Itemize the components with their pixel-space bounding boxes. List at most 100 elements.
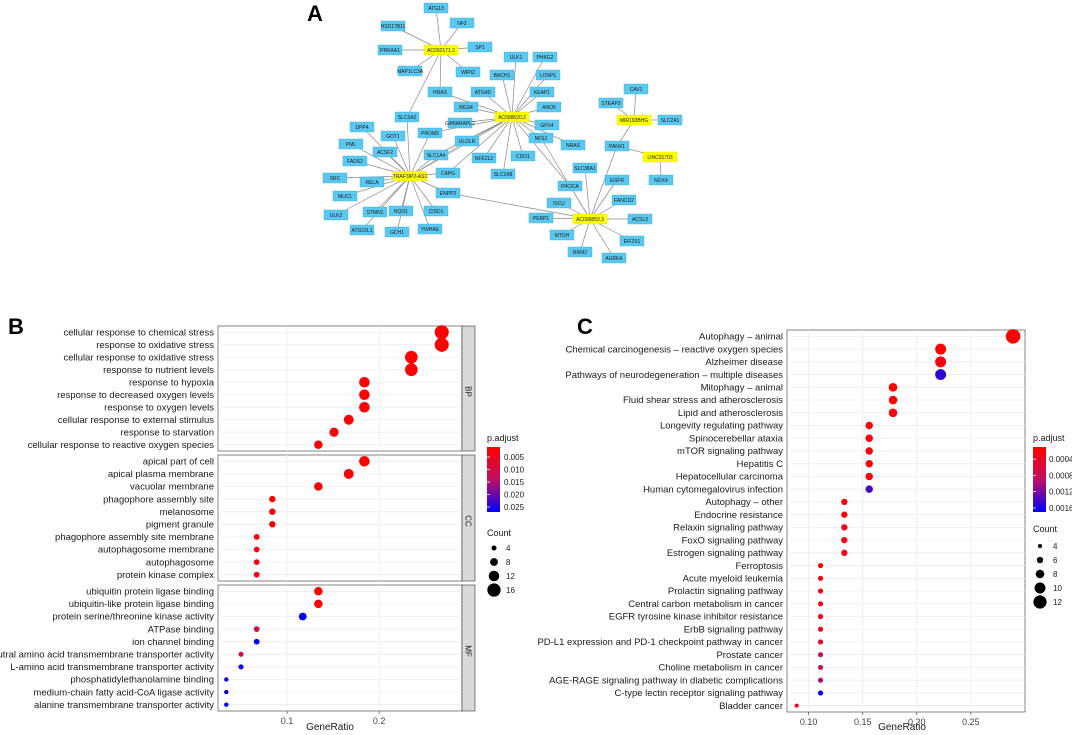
panel-b-label-apical-plasma-membrane: apical plasma membrane (108, 469, 214, 480)
panel-c-label-alzheimer-disease: Alzheimer disease (705, 357, 783, 368)
node-box (380, 130, 406, 142)
node-label: SP1 (475, 45, 485, 51)
node-box (534, 119, 560, 131)
node-label: STMN1 (367, 210, 384, 216)
node-box (510, 150, 536, 162)
node-box (490, 168, 516, 180)
panel-c-point-autophagy-other (841, 498, 848, 506)
panel-b-label-ion-channel-binding: ion channel binding (132, 637, 214, 648)
node-box (377, 44, 403, 56)
node-label: PHKG2 (537, 55, 554, 61)
node-label: NQO1 (394, 209, 408, 215)
edge-ac099850-3-aurka (589, 218, 615, 259)
panel-c-label-lipid-and-atherosclerosis: Lipid and atherosclerosis (678, 408, 783, 419)
panel-c-point-mtor-signaling-pathway (865, 447, 873, 455)
network-nodes: ATG13 NF2 HSD17B11 PRKAA1 AC092171.2 SP1 MAP1L… (322, 2, 683, 264)
node-box (359, 176, 385, 188)
panel-b-point-cellular-response-to-oxidative-stress (405, 350, 418, 364)
panel-b-color-tick-label: 0.015 (504, 478, 525, 487)
panel-b-label-melanosome: melanosome (160, 507, 214, 518)
node-got1: GOT1 (380, 130, 406, 142)
panel-c-point-pd-l1-expression-and-pd-1-checkpoint-pathway-in-cancer (817, 639, 824, 645)
panel-c-point-chemical-carcinogenesis-reactive-oxygen-species (935, 343, 947, 355)
node-label: DPP4 (355, 125, 368, 131)
panel-b-facet-cc-label: CC (464, 515, 473, 527)
panel-b-label-phosphatidylethanolamine-binding: phosphatidylethanolamine binding (70, 675, 214, 686)
node-nqo1: NQO1 (388, 205, 414, 217)
node-label: RELA (365, 180, 379, 186)
panel-b-point-l-amino-acid-transmembrane-transporter-activity (238, 664, 244, 670)
panel-b-color-tick-label: 0.005 (504, 453, 525, 462)
node-box (560, 139, 586, 151)
node-box (528, 132, 554, 144)
node-gch1: GCH1 (384, 226, 410, 238)
panel-b-facet-mf-label: MF (464, 645, 473, 657)
node-wipi2: WIPI2 (455, 66, 481, 78)
node-box (494, 111, 530, 123)
panel-c-point-lipid-and-atherosclerosis (888, 408, 898, 418)
panel-b-term-labels: cellular response to chemical stress resp… (0, 327, 215, 710)
panel-b-facet-bp-frame (217, 325, 463, 452)
edge-ac068620-2-pik3ca (511, 116, 571, 187)
node-slc1a4: SLC1A4 (423, 149, 449, 161)
panel-c-x-tick-label: 0.20 (908, 717, 926, 727)
panel-b-label-medium-chain-fatty-acid-coa-ligase-activity: medium-chain fatty acid-CoA ligase activ… (33, 687, 214, 698)
node-prom2: PROM2 (417, 127, 443, 139)
node-box (423, 205, 449, 217)
node-slc2a1: SLC2A1 (657, 114, 683, 126)
panel-c-point-erbb-signaling-pathway (817, 626, 824, 632)
panel-b-label-cellular-response-to-oxidative-stress: cellular response to oxidative stress (64, 352, 215, 363)
node-label: AC092171.2 (427, 48, 455, 54)
node-label: NFS1 (535, 136, 548, 142)
panel-b-color-tick-label: 0.020 (504, 491, 525, 500)
node-ac068620-2: AC068620.2 (494, 111, 530, 123)
node-label: AC068620.2 (498, 115, 526, 121)
node-pik3ca: PIK3CA (557, 180, 583, 192)
node-label: CAV1 (630, 87, 643, 93)
node-box (467, 41, 493, 53)
node-box (423, 149, 449, 161)
panel-b-point-apical-part-of-cell (359, 456, 370, 467)
panel-b-facet-mf-strip (461, 584, 476, 712)
node-rrm2: RRM2 (567, 246, 593, 258)
panel-c-label-age-rage-signaling-pathway-in-diabetic-complications: AGE-RAGE signaling pathway in diabetic c… (549, 675, 783, 686)
panel-b-label-autophagosome-membrane: autophagosome membrane (98, 545, 214, 556)
panel-c-label-autophagy-animal: Autophagy – animal (699, 332, 783, 343)
node-label: ATG4D (475, 90, 492, 96)
panel-b-point-alanine-transmembrane-transporter-activity (224, 702, 229, 707)
node-label: HRAS (433, 90, 448, 96)
node-box (454, 135, 480, 147)
node-atg16l1: ATG16L1 (349, 224, 375, 236)
panel-b-facet-mf-frame (217, 584, 463, 712)
node-label: CDO1 (516, 154, 530, 160)
panel-b-label-response-to-starvation: response to starvation (121, 427, 214, 438)
node-label: STEAP3 (601, 101, 620, 107)
panel-b-point-cellular-response-to-external-stimulus (343, 414, 354, 425)
edge-traf3ip2-as1-gch1 (396, 175, 411, 233)
panel-b-facet-bp-label: BP (464, 386, 473, 397)
panel-b-color-tick-label: 0.025 (504, 503, 525, 512)
node-label: AURKA (605, 256, 623, 262)
node-label: ATG16L1 (351, 228, 372, 234)
edge-traf3ip2-as1-prom2 (409, 132, 431, 177)
node-box (572, 162, 598, 174)
edge-traf3ip2-as1-ywhae (409, 175, 431, 230)
panel-c-color-tick-label: 0.0004 (1049, 455, 1072, 464)
panel-c-label-autophagy-other: Autophagy – other (705, 497, 783, 508)
panel-b-color-bar (487, 447, 500, 512)
panel-b-point-autophagosome (253, 559, 260, 565)
node-gabarapl2: GABARAPL2 (445, 117, 475, 129)
panel-b-size-legend: 4 8 12 16 (487, 544, 515, 597)
node-box (453, 101, 479, 113)
panel-c-label-erbb-signaling-pathway: ErbB signaling pathway (684, 624, 784, 635)
panel-b-point-response-to-starvation (329, 427, 339, 437)
panel-c-point-hepatitis-c (865, 459, 873, 468)
edge-ac068620-2-traf3ip2-as1 (409, 116, 513, 177)
node-box (657, 114, 683, 126)
panel-c-point-longevity-regulating-pathway (865, 421, 873, 430)
panel-c-color-tick-label: 0.0016 (1049, 504, 1072, 513)
node-cisd1: CISD1 (423, 205, 449, 217)
panel-b-size-legend-label: 8 (506, 558, 511, 567)
panel-c-point-foxo-signaling-pathway (841, 536, 848, 544)
